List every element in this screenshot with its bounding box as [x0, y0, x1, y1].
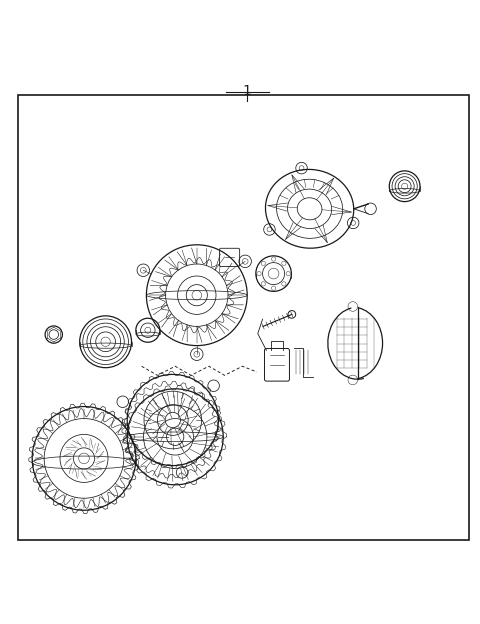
Text: 1: 1 [243, 84, 252, 99]
